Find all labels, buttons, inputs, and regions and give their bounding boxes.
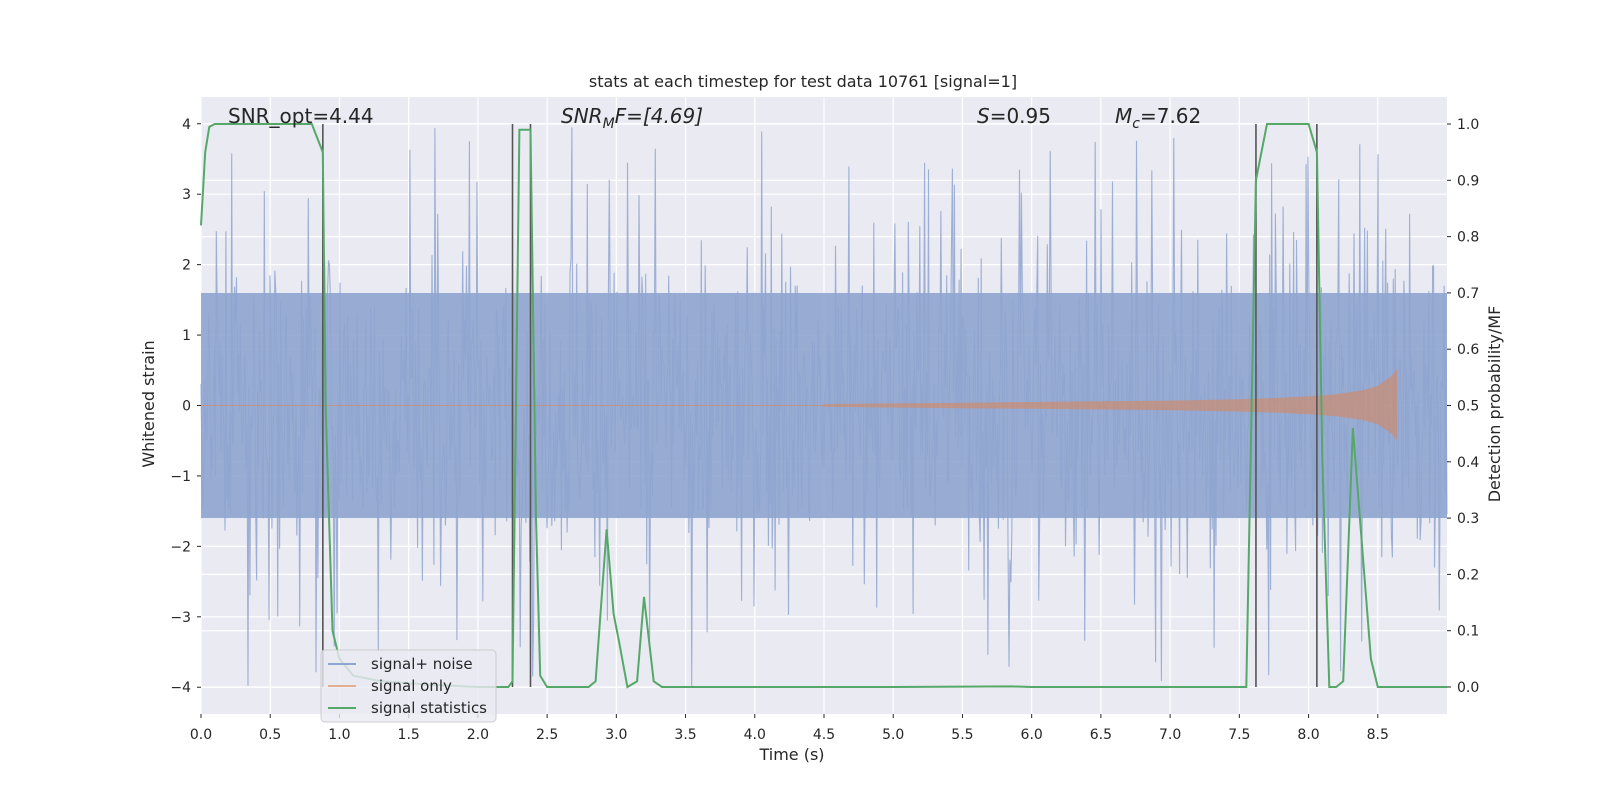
x-tick-label-12: 6.0	[1021, 727, 1043, 743]
y-right-tick-label-3: 0.3	[1457, 511, 1479, 527]
x-tick-label-1: 0.5	[259, 727, 281, 743]
s-symbol: S	[977, 104, 990, 128]
snr-mf-subscript: M	[603, 116, 615, 132]
x-tick-label-7: 3.5	[674, 727, 696, 743]
y-left-tick-label-0: −4	[170, 680, 191, 696]
s-value: =0.95	[990, 104, 1051, 128]
y-right-tick-label-10: 1.0	[1457, 117, 1479, 133]
y-right-tick-label-4: 0.4	[1457, 455, 1479, 471]
x-tick-label-6: 3.0	[605, 727, 627, 743]
x-tick-label-2: 1.0	[328, 727, 350, 743]
legend-label-noise: signal+ noise	[371, 655, 473, 673]
mc-subscript: c	[1132, 116, 1140, 132]
y-right-tick-label-6: 0.6	[1457, 342, 1479, 358]
x-tick-label-4: 2.0	[467, 727, 489, 743]
x-tick-label-17: 8.5	[1367, 727, 1389, 743]
x-tick-label-11: 5.5	[951, 727, 973, 743]
y-axis-label-left: Whitened strain	[139, 340, 158, 467]
y-right-tick-label-2: 0.2	[1457, 567, 1479, 583]
y-right-tick-label-8: 0.8	[1457, 230, 1479, 246]
annotation-mc: Mc=7.62	[1115, 104, 1201, 132]
x-tick-label-13: 6.5	[1090, 727, 1112, 743]
y-axis-label-right: Detection probability/MF	[1485, 306, 1504, 503]
x-tick-label-0: 0.0	[190, 727, 212, 743]
x-tick-label-14: 7.0	[1159, 727, 1181, 743]
x-tick-label-9: 4.5	[813, 727, 835, 743]
y-left-tick-label-8: 4	[182, 117, 191, 133]
y-left-tick-label-7: 3	[182, 187, 191, 203]
x-tick-label-15: 7.5	[1228, 727, 1250, 743]
signal-chirp	[824, 368, 1398, 441]
snr-mf-value: F=[4.69]	[615, 104, 703, 128]
x-tick-label-10: 5.0	[882, 727, 904, 743]
y-right-tick-label-1: 0.1	[1457, 624, 1479, 640]
axis-ticks: 0.0 0.5 1.0 1.5 2.0 2.5 3.0 3.5 4.0 4.5 5.0 5.5 6.0 6…	[170, 117, 1479, 743]
legend: signal+ noise signal only signal statist…	[320, 649, 497, 723]
x-tick-label-5: 2.5	[536, 727, 558, 743]
y-left-tick-label-4: 0	[182, 399, 191, 415]
legend-label-stats: signal statistics	[371, 699, 487, 717]
y-left-tick-label-3: −1	[170, 469, 191, 485]
x-tick-label-3: 1.5	[398, 727, 420, 743]
mc-symbol: M	[1115, 104, 1132, 128]
x-tick-label-16: 8.0	[1297, 727, 1319, 743]
legend-box	[320, 649, 497, 723]
y-right-tick-label-0: 0.0	[1457, 680, 1479, 696]
annotation-snr-opt: SNR_opt=4.44	[228, 104, 374, 128]
mc-value: =7.62	[1140, 104, 1201, 128]
y-right-tick-label-9: 0.9	[1457, 173, 1479, 189]
y-left-tick-label-6: 2	[182, 258, 191, 274]
chart-title: stats at each timestep for test data 107…	[589, 72, 1017, 91]
y-left-tick-label-5: 1	[182, 328, 191, 344]
y-left-tick-label-2: −2	[170, 539, 191, 555]
snr-mf-symbol: SNR	[561, 104, 603, 128]
annotation-s: S=0.95	[977, 104, 1051, 128]
y-left-tick-label-1: −3	[170, 610, 191, 626]
legend-label-signal: signal only	[371, 677, 452, 695]
y-right-tick-label-7: 0.7	[1457, 286, 1479, 302]
x-axis-label: Time (s)	[758, 745, 824, 764]
annotation-snr-mf: SNRMF=[4.69]	[561, 104, 703, 132]
x-tick-label-8: 4.0	[744, 727, 766, 743]
y-right-tick-label-5: 0.5	[1457, 399, 1479, 415]
